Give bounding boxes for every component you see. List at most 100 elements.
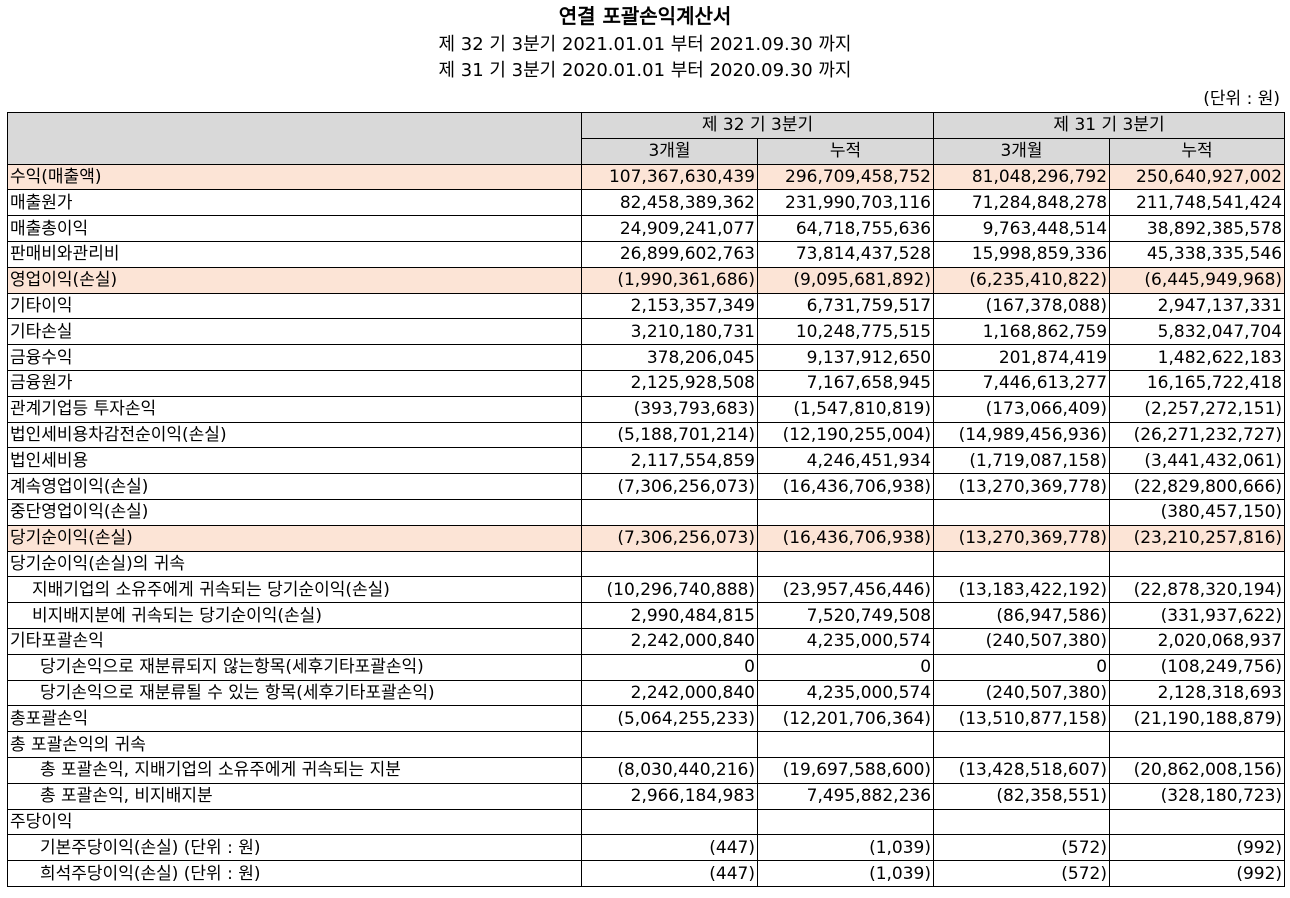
cell-current-cum: (1,039) bbox=[756, 834, 935, 862]
cell-current-3m: 378,206,045 bbox=[581, 344, 758, 371]
cell-prior-cum: (23,210,257,816) bbox=[1109, 524, 1286, 552]
cell-current-3m bbox=[581, 550, 758, 578]
header-row-sub: 3개월 누적 3개월 누적 bbox=[8, 137, 1286, 165]
cell-current-cum: 7,495,882,236 bbox=[756, 782, 935, 810]
cell-current-3m: 2,125,928,508 bbox=[581, 369, 758, 397]
row-label: 금융원가 bbox=[7, 369, 582, 397]
row-label: 비지배지분에 귀속되는 당기순이익(손실) bbox=[7, 602, 582, 629]
row-label: 당기손익으로 재분류될 수 있는 항목(세후기타포괄손익) bbox=[7, 679, 582, 707]
row-label: 당기순이익(손실)의 귀속 bbox=[7, 550, 582, 578]
cell-current-cum: 7,167,658,945 bbox=[756, 369, 935, 397]
cell-current-3m: 3,210,180,731 bbox=[581, 318, 758, 346]
row-label: 판매비와관리비 bbox=[7, 240, 582, 268]
cell-prior-cum: (3,441,432,061) bbox=[1109, 447, 1286, 475]
cell-current-3m: 2,242,000,840 bbox=[581, 679, 758, 707]
cell-prior-cum: (21,190,188,879) bbox=[1109, 705, 1286, 733]
table-row: 총 포괄손익, 지배기업의 소유주에게 귀속되는 지분 (8,030,440,2… bbox=[7, 756, 1286, 784]
row-label: 매출총이익 bbox=[7, 215, 582, 242]
table-row: 당기순이익(손실)의 귀속 bbox=[7, 550, 1286, 578]
table-row: 당기손익으로 재분류되지 않는항목(세후기타포괄손익) 0 0 0 (108,2… bbox=[7, 653, 1286, 681]
cell-current-cum: 4,235,000,574 bbox=[756, 679, 935, 707]
cell-current-3m: (447) bbox=[581, 834, 758, 862]
cell-current-3m: 82,458,389,362 bbox=[581, 189, 758, 217]
cell-prior-cum bbox=[1109, 731, 1286, 758]
table-row: 당기순이익(손실) (7,306,256,073) (16,436,706,93… bbox=[7, 524, 1286, 552]
cell-prior-3m: 15,998,859,336 bbox=[933, 240, 1111, 268]
table-row: 관계기업등 투자손익 (393,793,683) (1,547,810,819)… bbox=[7, 395, 1286, 423]
cell-prior-3m: 9,763,448,514 bbox=[933, 215, 1111, 242]
cell-current-3m: (5,064,255,233) bbox=[581, 705, 758, 733]
period-current: 제 32 기 3분기 2021.01.01 부터 2021.09.30 까지 bbox=[438, 34, 852, 55]
cell-current-3m: 2,242,000,840 bbox=[581, 627, 758, 655]
cell-prior-cum: (992) bbox=[1109, 860, 1286, 887]
cell-prior-3m: (13,183,422,192) bbox=[933, 576, 1111, 604]
cell-prior-3m: (13,428,518,607) bbox=[933, 756, 1111, 784]
income-statement-table: 제 32 기 3분기 제 31 기 3분기 3개월 누적 3개월 누적 수익(매… bbox=[7, 112, 1286, 887]
cell-current-cum bbox=[756, 498, 935, 526]
header-blank bbox=[7, 112, 582, 165]
statement-title: 연결 포괄손익계산서 bbox=[558, 4, 732, 28]
row-label: 희석주당이익(손실) (단위 : 원) bbox=[7, 860, 582, 887]
row-label: 금융수익 bbox=[7, 344, 582, 371]
statement-body: 수익(매출액) 107,367,630,439 296,709,458,752 … bbox=[7, 163, 1286, 887]
cell-current-cum: 4,246,451,934 bbox=[756, 447, 935, 475]
cell-prior-3m: 7,446,613,277 bbox=[933, 369, 1111, 397]
table-row: 수익(매출액) 107,367,630,439 296,709,458,752 … bbox=[7, 163, 1286, 191]
cell-current-cum: 4,235,000,574 bbox=[756, 627, 935, 655]
cell-prior-cum: 250,640,927,002 bbox=[1109, 163, 1286, 191]
row-label: 당기손익으로 재분류되지 않는항목(세후기타포괄손익) bbox=[7, 653, 582, 681]
cell-prior-cum: (992) bbox=[1109, 834, 1286, 862]
cell-current-3m: 2,966,184,983 bbox=[581, 782, 758, 810]
cell-prior-3m: (240,507,380) bbox=[933, 679, 1111, 707]
cell-prior-3m bbox=[933, 731, 1111, 758]
cell-prior-3m bbox=[933, 808, 1111, 836]
row-label: 기본주당이익(손실) (단위 : 원) bbox=[7, 834, 582, 862]
table-row: 매출원가 82,458,389,362 231,990,703,116 71,2… bbox=[7, 189, 1286, 217]
table-row: 법인세비용차감전순이익(손실) (5,188,701,214) (12,190,… bbox=[7, 421, 1286, 449]
cell-prior-3m: (13,270,369,778) bbox=[933, 473, 1111, 500]
header-current-cum: 누적 bbox=[756, 137, 935, 165]
row-label: 총 포괄손익, 비지배지분 bbox=[7, 782, 582, 810]
cell-current-cum bbox=[756, 731, 935, 758]
cell-current-cum: 9,137,912,650 bbox=[756, 344, 935, 371]
cell-current-cum bbox=[756, 550, 935, 578]
cell-prior-cum: 45,338,335,546 bbox=[1109, 240, 1286, 268]
cell-current-cum: 6,731,759,517 bbox=[756, 292, 935, 320]
row-label: 기타손실 bbox=[7, 318, 582, 346]
cell-prior-3m bbox=[933, 498, 1111, 526]
table-row: 금융원가 2,125,928,508 7,167,658,945 7,446,6… bbox=[7, 369, 1286, 397]
cell-prior-3m bbox=[933, 550, 1111, 578]
cell-current-3m: (1,990,361,686) bbox=[581, 266, 758, 294]
cell-current-3m: 2,117,554,859 bbox=[581, 447, 758, 475]
cell-current-cum: 231,990,703,116 bbox=[756, 189, 935, 217]
cell-prior-cum: 2,020,068,937 bbox=[1109, 627, 1286, 655]
cell-current-3m: 107,367,630,439 bbox=[581, 163, 758, 191]
cell-current-cum: (12,190,255,004) bbox=[756, 421, 935, 449]
table-row: 비지배지분에 귀속되는 당기순이익(손실) 2,990,484,815 7,52… bbox=[7, 602, 1286, 629]
cell-current-cum: (12,201,706,364) bbox=[756, 705, 935, 733]
cell-prior-3m: (6,235,410,822) bbox=[933, 266, 1111, 294]
cell-current-3m: (447) bbox=[581, 860, 758, 887]
cell-prior-cum: 2,947,137,331 bbox=[1109, 292, 1286, 320]
cell-current-3m bbox=[581, 808, 758, 836]
cell-current-3m: 2,990,484,815 bbox=[581, 602, 758, 629]
cell-current-cum: 0 bbox=[756, 653, 935, 681]
cell-prior-3m: 0 bbox=[933, 653, 1111, 681]
cell-current-3m: (7,306,256,073) bbox=[581, 524, 758, 552]
table-row: 총 포괄손익의 귀속 bbox=[7, 731, 1286, 758]
cell-prior-cum: (328,180,723) bbox=[1109, 782, 1286, 810]
row-label: 관계기업등 투자손익 bbox=[7, 395, 582, 423]
cell-current-3m bbox=[581, 731, 758, 758]
cell-prior-cum: (22,829,800,666) bbox=[1109, 473, 1286, 500]
cell-prior-cum: 5,832,047,704 bbox=[1109, 318, 1286, 346]
row-label: 기타포괄손익 bbox=[7, 627, 582, 655]
cell-prior-cum: (26,271,232,727) bbox=[1109, 421, 1286, 449]
row-label: 총 포괄손익, 지배기업의 소유주에게 귀속되는 지분 bbox=[7, 756, 582, 784]
table-row: 주당이익 bbox=[7, 808, 1286, 836]
cell-current-cum: (16,436,706,938) bbox=[756, 473, 935, 500]
cell-prior-cum: 16,165,722,418 bbox=[1109, 369, 1286, 397]
cell-prior-cum: (380,457,150) bbox=[1109, 498, 1286, 526]
cell-current-3m: (393,793,683) bbox=[581, 395, 758, 423]
period-prior: 제 31 기 3분기 2020.01.01 부터 2020.09.30 까지 bbox=[438, 60, 852, 81]
row-label: 매출원가 bbox=[7, 189, 582, 217]
